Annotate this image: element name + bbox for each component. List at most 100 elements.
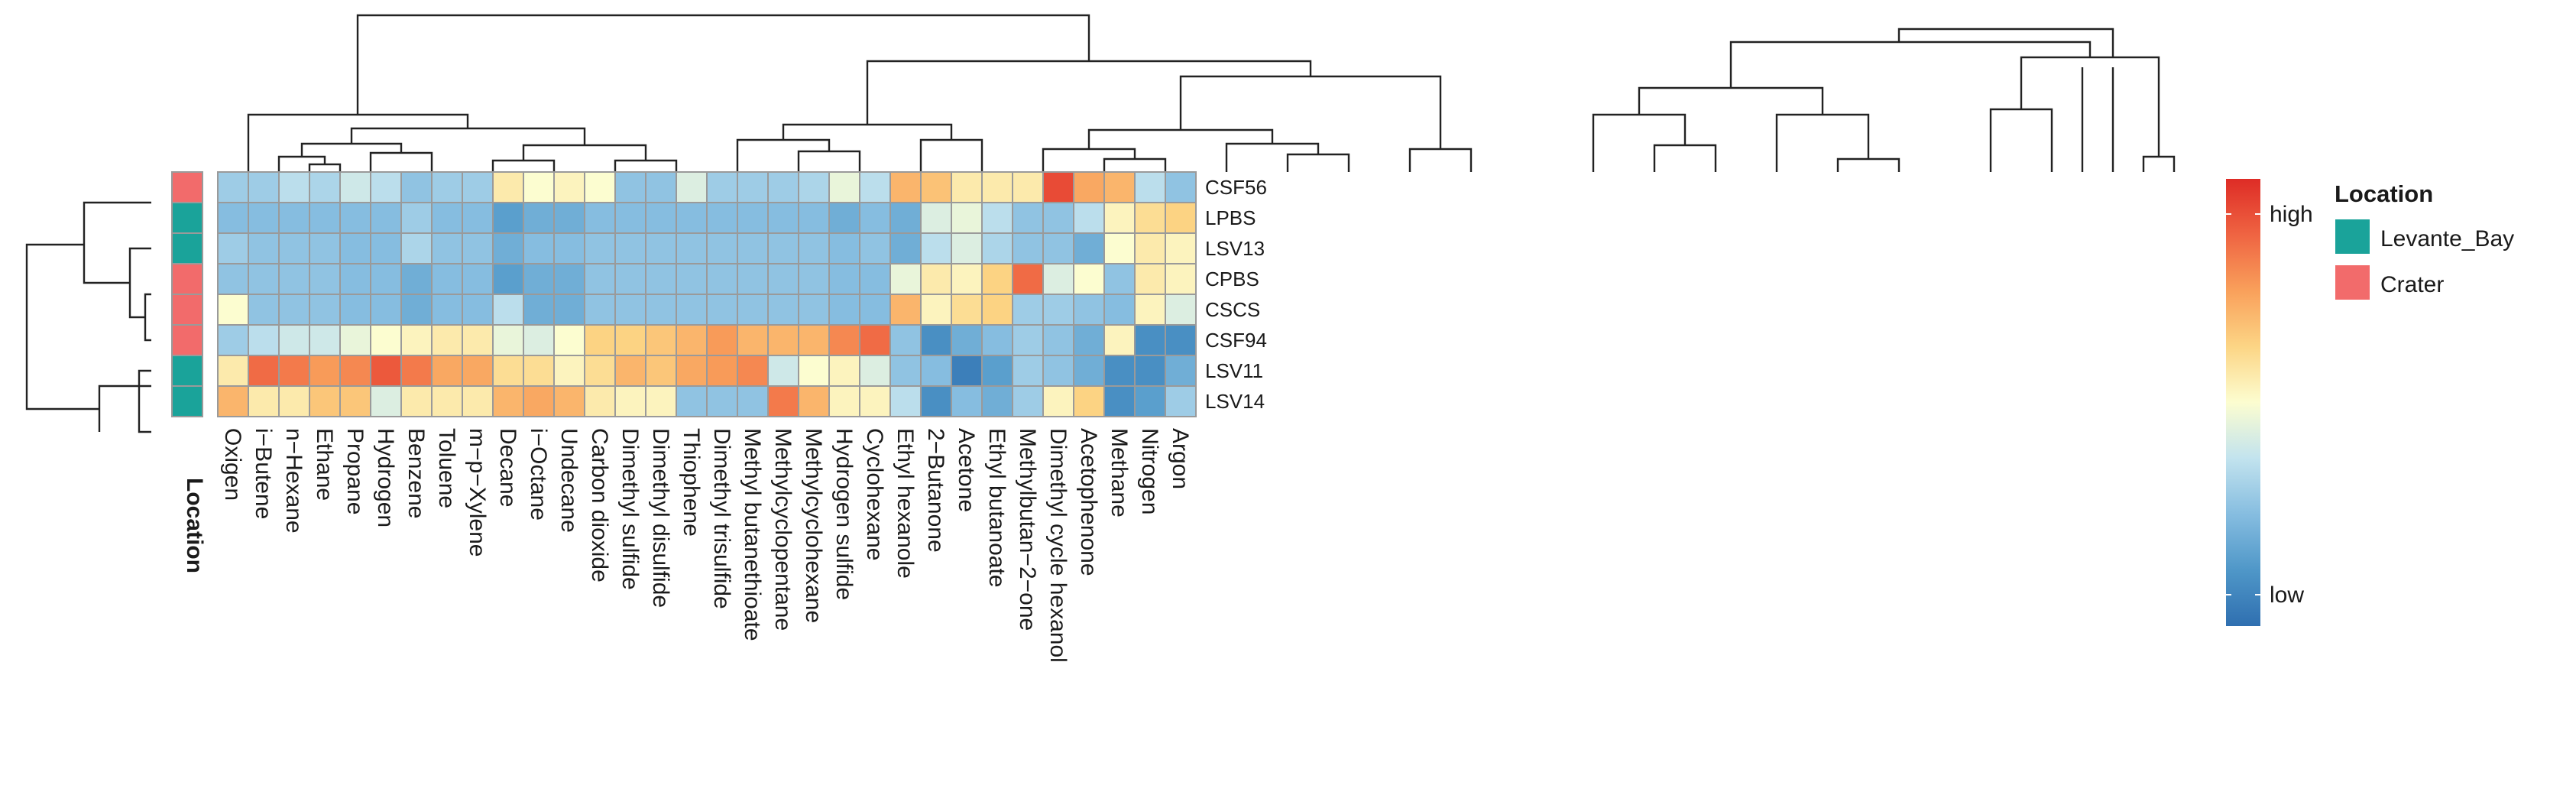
heatmap-cell-cscs-2-butanone [920,294,952,326]
heatmap-cell-lsv11-dimethyl-cycle-hexanol [1042,355,1074,387]
column-dendrogram [247,14,2176,172]
heatmap-cell-csf56-dimethyl-cycle-hexanol [1042,171,1074,203]
heatmap-cell-lsv11-dimethyl-sulfide [614,355,646,387]
heatmap-cell-lpbs-thiophene [676,202,708,234]
heatmap-cell-csf56-m-p-xylene [462,171,494,203]
heatmap-cell-cpbs-propane [339,263,371,295]
legend-swatch-levante-bay [2335,219,2370,254]
legend-label-levante-bay: Levante_Bay [2380,226,2514,251]
heatmap-cell-cpbs-oxigen [217,263,249,295]
heatmap-cell-cscs-ethyl-hexanole [889,294,922,326]
heatmap-cell-lsv13-carbon-dioxide [584,232,616,264]
heatmap-cell-lpbs-methylbutan-2-one [1012,202,1044,234]
heatmap-cell-lsv14-cyclohexane [859,385,891,417]
heatmap-cell-lpbs-acetophenone [1073,202,1105,234]
annotation-cell-csf94 [171,324,203,356]
heatmap-cell-lsv11-i-octane [523,355,555,387]
heatmap-cell-cpbs-cyclohexane [859,263,891,295]
heatmap-cell-lpbs-carbon-dioxide [584,202,616,234]
annotation-cell-csf56 [171,171,203,203]
row-label-lsv14: LSV14 [1205,390,1265,413]
heatmap-cell-lsv14-2-butanone [920,385,952,417]
heatmap-cell-lsv14-i-butene [248,385,280,417]
heatmap-cell-cpbs-dimethyl-sulfide [614,263,646,295]
column-label-oxigen: Oxigen [220,428,245,501]
legend-swatch-crater [2335,265,2370,300]
column-label-ethane: Ethane [312,428,337,501]
heatmap-cell-lsv13-methylcyclohexane [798,232,830,264]
heatmap-cell-csf56-methylcyclopentane [767,171,799,203]
column-label-undecane: Undecane [556,428,582,533]
column-label-acetone: Acetone [954,428,979,512]
heatmap-cell-lsv14-i-octane [523,385,555,417]
heatmap-cell-csf56-methane [1103,171,1136,203]
heatmap-cell-lsv11-propane [339,355,371,387]
heatmap-cell-cpbs-toluene [431,263,463,295]
heatmap-cell-lpbs-dimethyl-sulfide [614,202,646,234]
heatmap-cell-csf94-hydrogen-sulfide [828,324,860,356]
heatmap-cell-lsv13-m-p-xylene [462,232,494,264]
column-label-toluene: Toluene [434,428,459,508]
heatmap-cell-lsv14-ethyl-butanoate [981,385,1013,417]
heatmap-cell-cpbs-thiophene [676,263,708,295]
heatmap-cell-lsv11-toluene [431,355,463,387]
heatmap-cell-lsv11-ethane [309,355,341,387]
heatmap-cell-csf94-ethyl-butanoate [981,324,1013,356]
heatmap-cell-cscs-hydrogen [370,294,402,326]
heatmap-cell-csf94-undecane [553,324,585,356]
column-label-acetophenone: Acetophenone [1076,428,1101,576]
heatmap-cell-lsv11-dimethyl-disulfide [645,355,677,387]
heatmap-cell-lsv11-methylcyclohexane [798,355,830,387]
heatmap-cell-cscs-i-butene [248,294,280,326]
heatmap-cell-lsv11-thiophene [676,355,708,387]
heatmap-cell-cpbs-methyl-butanethioate [737,263,769,295]
heatmap-cell-cscs-methylcyclopentane [767,294,799,326]
heatmap-cell-cscs-methylcyclohexane [798,294,830,326]
heatmap-cell-lsv13-dimethyl-sulfide [614,232,646,264]
heatmap-cell-csf94-cyclohexane [859,324,891,356]
heatmap-cell-cpbs-acetophenone [1073,263,1105,295]
heatmap-cell-lpbs-ethane [309,202,341,234]
heatmap-cell-csf94-methylcyclopentane [767,324,799,356]
column-label-carbon-dioxide: Carbon dioxide [587,428,612,582]
heatmap-cell-csf94-acetone [951,324,983,356]
column-label-ethyl-hexanole: Ethyl hexanole [893,428,918,579]
column-label-hydrogen-sulfide: Hydrogen sulfide [831,428,857,600]
heatmap-cell-csf94-methylbutan-2-one [1012,324,1044,356]
column-label-dimethyl-cycle-hexanol: Dimethyl cycle hexanol [1045,428,1071,663]
heatmap-cell-cpbs-dimethyl-cycle-hexanol [1042,263,1074,295]
heatmap-cell-csf56-nitrogen [1134,171,1166,203]
heatmap-cell-cpbs-acetone [951,263,983,295]
heatmap-cell-cpbs-hydrogen-sulfide [828,263,860,295]
heatmap-cell-lsv14-methane [1103,385,1136,417]
heatmap-cell-lsv14-n-hexane [278,385,310,417]
column-label-i-butene: i−Butene [251,428,276,519]
heatmap-cell-lsv13-argon [1165,232,1197,264]
heatmap-cell-lsv11-nitrogen [1134,355,1166,387]
heatmap-cell-lsv13-dimethyl-cycle-hexanol [1042,232,1074,264]
heatmap-cell-cscs-nitrogen [1134,294,1166,326]
heatmap-cell-lsv11-methyl-butanethioate [737,355,769,387]
heatmap-cell-csf56-n-hexane [278,171,310,203]
heatmap-cell-cscs-dimethyl-trisulfide [706,294,738,326]
heatmap-cell-lsv13-2-butanone [920,232,952,264]
heatmap-cell-lpbs-oxigen [217,202,249,234]
column-label-methylcyclopentane: Methylcyclopentane [770,428,795,631]
heatmap-cell-csf56-acetone [951,171,983,203]
column-label-methylcyclohexane: Methylcyclohexane [801,428,826,623]
heatmap-cell-csf56-methylcyclohexane [798,171,830,203]
heatmap-cell-lsv11-acetone [951,355,983,387]
heatmap-cell-csf56-hydrogen [370,171,402,203]
row-labels: CSF56 LPBS LSV13 CPBS CSCS CSF94 LSV11 LSV14 [1205,176,1267,413]
heatmap-cell-lsv14-decane [492,385,524,417]
heatmap-cell-cpbs-2-butanone [920,263,952,295]
heatmap-cell-lsv11-ethyl-hexanole [889,355,922,387]
heatmap-cell-lsv11-ethyl-butanoate [981,355,1013,387]
heatmap-grid [217,171,1197,417]
heatmap-cell-lpbs-ethyl-butanoate [981,202,1013,234]
heatmap-cell-lpbs-methylcyclohexane [798,202,830,234]
heatmap-cell-csf56-ethane [309,171,341,203]
heatmap-cell-cscs-acetophenone [1073,294,1105,326]
heatmap-cell-lsv14-methylbutan-2-one [1012,385,1044,417]
column-label-dimethyl-sulfide: Dimethyl sulfide [617,428,643,590]
